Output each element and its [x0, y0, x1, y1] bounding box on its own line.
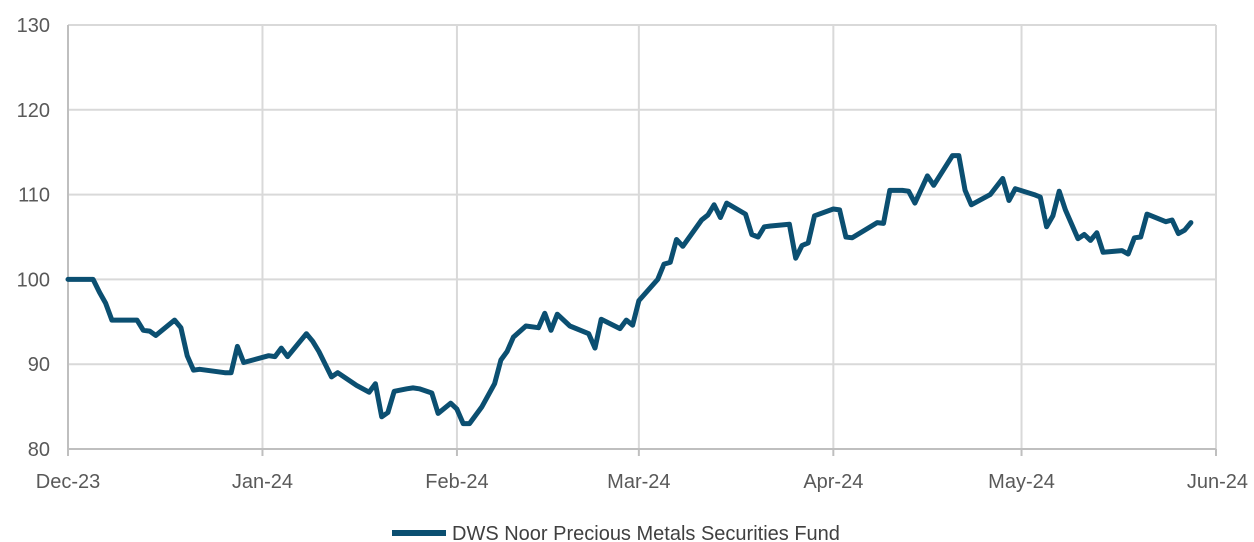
y-tick-label: 90 [28, 354, 50, 376]
y-tick-label: 120 [17, 100, 50, 122]
x-tick-label: Jan-24 [232, 471, 293, 493]
x-tick-label: May-24 [988, 471, 1055, 493]
gridlines [68, 24, 1217, 449]
series-lines [65, 153, 1194, 427]
y-tick-label: 110 [18, 185, 50, 207]
y-tick-label: 130 [17, 15, 50, 37]
x-tick-label: Jun-24 [1187, 471, 1248, 493]
y-tick-labels: 80 90 100 110 120 130 [17, 15, 50, 461]
x-tick-label: Mar-24 [607, 471, 670, 493]
y-tick-label: 80 [28, 439, 50, 461]
y-tick-label: 100 [17, 269, 50, 291]
axes [67, 25, 1217, 456]
series-line-0 [65, 153, 1194, 427]
x-tick-label: Apr-24 [803, 471, 863, 493]
legend-label: DWS Noor Precious Metals Securities Fund [452, 523, 840, 542]
x-tick-label: Dec-23 [36, 471, 100, 493]
x-tick-labels: Dec-23 Jan-24 Feb-24 Mar-24 Apr-24 May-24 Jun-… [36, 471, 1248, 493]
x-tick-label: Feb-24 [425, 471, 488, 493]
legend: DWS Noor Precious Metals Securities Fund [392, 523, 840, 542]
